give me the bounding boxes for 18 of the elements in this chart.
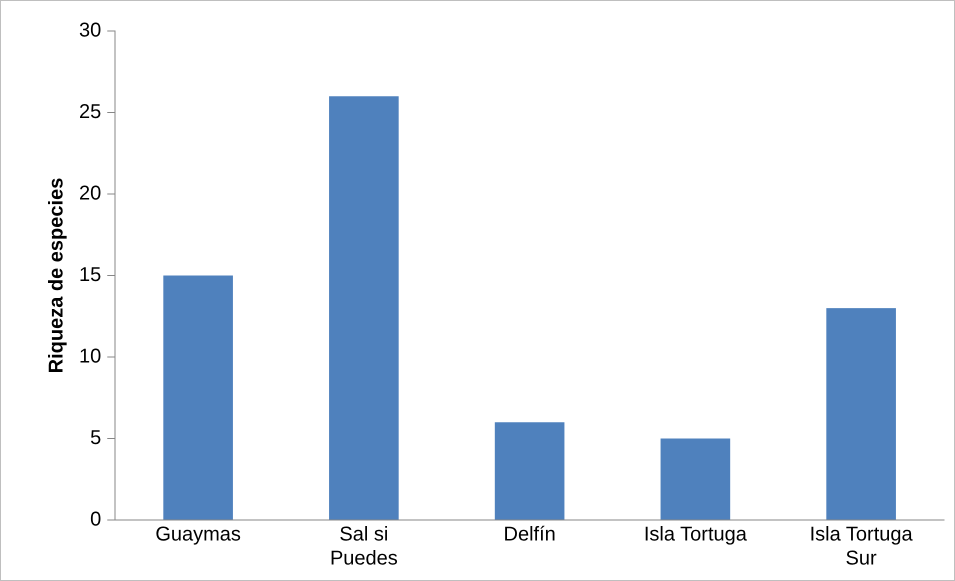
y-tick-label: 5 (90, 427, 102, 450)
x-tick-label: Isla Tortuga (644, 524, 748, 546)
bar (494, 422, 564, 520)
x-tick-label: Isla Tortuga Sur (810, 524, 914, 570)
y-tick-label: 0 (90, 508, 102, 531)
x-tick-label: Sal si Puedes (330, 524, 398, 570)
x-tick-label: Guaymas (155, 524, 241, 546)
y-tick-label: 10 (78, 346, 102, 368)
y-tick-label: 20 (78, 182, 102, 205)
y-tick-label: 30 (78, 20, 102, 42)
y-tick-label: 25 (78, 101, 102, 124)
bar (826, 308, 896, 520)
bar (163, 276, 233, 520)
x-tick-label: Delfín (504, 524, 556, 546)
bar (660, 438, 730, 520)
y-axis-title: Riqueza de especies (46, 178, 68, 374)
bar (329, 96, 399, 520)
y-tick-label: 15 (78, 264, 102, 286)
